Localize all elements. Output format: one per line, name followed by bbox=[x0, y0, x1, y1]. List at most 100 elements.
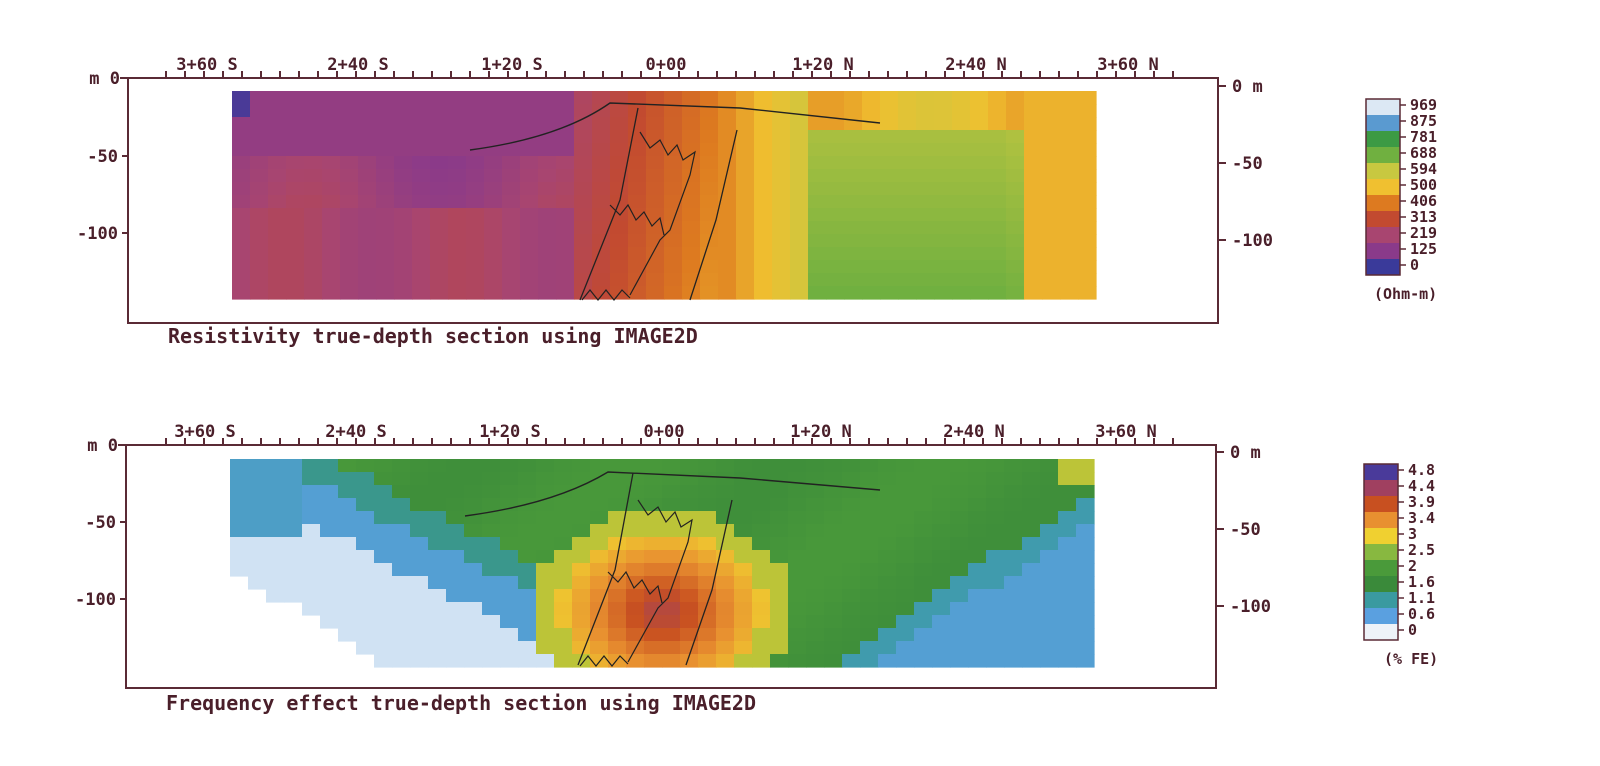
heatmap-cell bbox=[682, 143, 701, 157]
heatmap-cell bbox=[698, 550, 717, 564]
heatmap-cell bbox=[464, 511, 483, 525]
heatmap-cell bbox=[1022, 537, 1041, 551]
heatmap-cell bbox=[268, 156, 287, 170]
heatmap-cell bbox=[896, 563, 915, 577]
heatmap-cell bbox=[430, 169, 449, 183]
heatmap-cell bbox=[772, 117, 791, 131]
heatmap-cell bbox=[878, 615, 897, 629]
heatmap-cell bbox=[446, 589, 465, 603]
heatmap-cell bbox=[338, 563, 357, 577]
heatmap-cell bbox=[916, 91, 935, 105]
heatmap-cell bbox=[518, 485, 537, 499]
heatmap-cell bbox=[572, 602, 591, 616]
heatmap-cell bbox=[862, 234, 881, 248]
heatmap-cell bbox=[1006, 117, 1025, 131]
heatmap-cell bbox=[754, 234, 773, 248]
heatmap-cell bbox=[826, 91, 845, 105]
heatmap-cell bbox=[1060, 286, 1079, 300]
heatmap-cell bbox=[554, 615, 573, 629]
heatmap-cell bbox=[682, 260, 701, 274]
heatmap-cell bbox=[718, 260, 737, 274]
heatmap-cell bbox=[590, 563, 609, 577]
heatmap-cell bbox=[392, 498, 411, 512]
heatmap-cell bbox=[502, 104, 521, 118]
heatmap-cell bbox=[590, 537, 609, 551]
heatmap-cell bbox=[412, 208, 431, 222]
colorbar-swatch bbox=[1366, 179, 1400, 195]
heatmap-cell bbox=[842, 550, 861, 564]
heatmap-cell bbox=[860, 641, 879, 655]
heatmap-cell bbox=[844, 208, 863, 222]
heatmap-cell bbox=[1058, 498, 1077, 512]
heatmap-cell bbox=[304, 260, 323, 274]
heatmap-cell bbox=[410, 537, 429, 551]
heatmap-cell bbox=[824, 602, 843, 616]
heatmap-cell bbox=[322, 130, 341, 144]
heatmap-cell bbox=[592, 104, 611, 118]
heatmap-cell bbox=[898, 117, 917, 131]
heatmap-cell bbox=[610, 260, 629, 274]
heatmap-cell bbox=[412, 286, 431, 300]
heatmap-cell bbox=[1022, 641, 1041, 655]
heatmap-cell bbox=[844, 104, 863, 118]
heatmap-cell bbox=[790, 286, 809, 300]
heatmap-cell bbox=[878, 537, 897, 551]
heatmap-cell bbox=[842, 641, 861, 655]
heatmap-cell bbox=[430, 234, 449, 248]
heatmap-cell bbox=[556, 273, 575, 287]
heatmap-cell bbox=[950, 654, 969, 668]
heatmap-cell bbox=[860, 537, 879, 551]
heatmap-cell bbox=[950, 550, 969, 564]
heatmap-cell bbox=[770, 576, 789, 590]
heatmap-cell bbox=[752, 576, 771, 590]
heatmap-cell bbox=[448, 182, 467, 196]
heatmap-cell bbox=[826, 182, 845, 196]
heatmap-cell bbox=[842, 602, 861, 616]
heatmap-cell bbox=[374, 589, 393, 603]
heatmap-cell bbox=[394, 117, 413, 131]
heatmap-cell bbox=[736, 208, 755, 222]
heatmap-cell bbox=[752, 537, 771, 551]
heatmap-cell bbox=[538, 247, 557, 261]
heatmap-cell bbox=[500, 654, 519, 668]
heatmap-cell bbox=[538, 156, 557, 170]
heatmap-cell bbox=[934, 195, 953, 209]
heatmap-cell bbox=[968, 641, 987, 655]
heatmap-cell bbox=[464, 485, 483, 499]
heatmap-cell bbox=[464, 563, 483, 577]
heatmap-cell bbox=[970, 117, 989, 131]
heatmap-cell bbox=[374, 537, 393, 551]
heatmap-cell bbox=[896, 602, 915, 616]
heatmap-cell bbox=[356, 550, 375, 564]
heatmap-cell bbox=[610, 130, 629, 144]
heatmap-cell bbox=[572, 615, 591, 629]
heatmap-cell bbox=[484, 260, 503, 274]
heatmap-cell bbox=[772, 195, 791, 209]
heatmap-cell bbox=[250, 143, 269, 157]
heatmap-cell bbox=[986, 485, 1005, 499]
heatmap-cell bbox=[664, 91, 683, 105]
heatmap-cell bbox=[610, 143, 629, 157]
heatmap-cell bbox=[554, 602, 573, 616]
heatmap-cell bbox=[430, 143, 449, 157]
heatmap-cell bbox=[752, 498, 771, 512]
heatmap-cell bbox=[502, 156, 521, 170]
heatmap-cell bbox=[556, 169, 575, 183]
heatmap-cell bbox=[644, 602, 663, 616]
heatmap-cell bbox=[790, 247, 809, 261]
heatmap-cell bbox=[716, 654, 735, 668]
heatmap-cell bbox=[680, 576, 699, 590]
heatmap-cell bbox=[304, 286, 323, 300]
heatmap-cell bbox=[1076, 550, 1095, 564]
heatmap-cell bbox=[1024, 234, 1043, 248]
heatmap-cell bbox=[500, 550, 519, 564]
heatmap-cell bbox=[376, 221, 395, 235]
heatmap-cell bbox=[842, 472, 861, 486]
heatmap-cell bbox=[412, 260, 431, 274]
heatmap-cell bbox=[466, 130, 485, 144]
heatmap-cell bbox=[754, 91, 773, 105]
heatmap-cell bbox=[1022, 576, 1041, 590]
heatmap-cell bbox=[1076, 537, 1095, 551]
heatmap-cell bbox=[338, 589, 357, 603]
